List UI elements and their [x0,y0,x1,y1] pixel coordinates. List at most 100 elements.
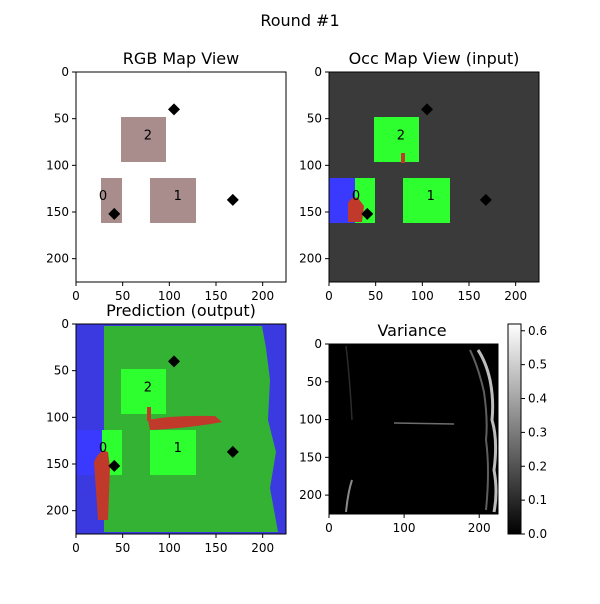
waypoint-diamond [226,193,239,206]
region-label-2: 2 [144,129,152,144]
x-tick-label: 50 [368,289,383,303]
colorbar: 0.0 0.1 0.2 0.3 0.4 0.5 0.6 [507,323,547,541]
x-tick-label: 200 [251,289,274,303]
x-tick-label: 0 [325,289,333,303]
colorbar-tick-label: 0.4 [528,392,547,406]
pred-object-bar [148,415,222,430]
panel-prediction: Prediction (output) 2 0 1 0 50 100 150 200 0 50 1… [46,301,287,555]
x-tick-label: 100 [158,541,181,555]
axes-frame [75,323,287,535]
occ-image [329,72,539,282]
x-tick-label: 200 [251,541,274,555]
y-tick-label: 150 [299,205,322,219]
variance-edge-left [345,479,353,513]
y-tick-label: 50 [307,112,322,126]
colorbar-gradient [507,323,522,535]
variance-edge-right [476,349,498,513]
panel-title: Prediction (output) [106,301,256,320]
y-tick-label: 100 [299,413,322,427]
y-tick-label: 50 [307,375,322,389]
colorbar-tick-label: 0.6 [528,324,547,338]
y-tick-label: 200 [46,504,69,518]
occ-room-1 [403,178,450,223]
variance-edge-inner [469,349,489,511]
x-tick-label: 50 [115,541,130,555]
pred-object-small [147,407,151,421]
region-label-0: 0 [352,189,360,204]
y-tick-label: 200 [46,252,69,266]
x-tick-label: 100 [411,289,434,303]
x-tick-label: 0 [72,541,80,555]
axis-ticks: 0 50 100 150 200 0 50 100 150 200 [46,65,274,303]
region-label-2: 2 [397,129,405,144]
pred-room-2 [121,369,166,414]
x-tick-label: 0 [72,289,80,303]
colorbar-tick-label: 0.5 [528,358,547,372]
y-tick-label: 200 [299,488,322,502]
y-tick-label: 200 [299,252,322,266]
y-tick-label: 50 [54,364,69,378]
overlay: 2 0 1 [99,355,239,472]
axis-ticks: 0 50 100 150 200 0 50 100 150 200 [46,317,274,555]
y-tick-label: 150 [46,205,69,219]
waypoint-diamond [108,207,121,220]
room-patch-1 [150,178,196,223]
waypoint-diamond [168,103,180,116]
x-tick-label: 200 [468,521,491,535]
waypoint-diamond [361,207,374,220]
pred-object-column [94,451,110,520]
axes-frame [75,71,287,283]
x-tick-label: 100 [158,289,181,303]
occ-object-small [401,153,405,163]
x-tick-label: 0 [325,521,333,535]
y-tick-label: 100 [46,410,69,424]
axes-frame [328,71,540,283]
variance-edge-bar [393,422,455,425]
axis-ticks: 0 50 100 150 200 0 50 100 150 200 [299,65,527,303]
figure-title: Round #1 [260,11,339,30]
colorbar-ticks: 0.0 0.1 0.2 0.3 0.4 0.5 0.6 [521,324,547,541]
y-tick-label: 150 [299,450,322,464]
x-tick-label: 200 [504,289,527,303]
x-tick-label: 50 [115,289,130,303]
waypoint-diamond [226,445,239,458]
y-tick-label: 100 [46,158,69,172]
y-tick-label: 0 [314,65,322,79]
variance-image [329,344,498,514]
y-tick-label: 0 [61,65,69,79]
y-tick-label: 100 [299,158,322,172]
waypoint-diamond [108,459,121,472]
y-tick-label: 150 [46,457,69,471]
pred-room-1 [150,430,196,475]
panel-title: Occ Map View (input) [349,49,520,68]
panel-rgb-map-view: RGB Map View 2 0 1 0 50 100 150 200 0 50 100 150 20… [46,49,287,303]
region-label-1: 1 [427,189,435,204]
waypoint-diamond [421,103,433,116]
y-tick-label: 0 [61,317,69,331]
x-tick-label: 150 [205,289,228,303]
panel-title: RGB Map View [123,49,239,68]
y-tick-label: 0 [314,337,322,351]
axis-ticks: 0 100 200 0 50 100 150 200 [299,337,491,535]
region-label-2: 2 [144,381,152,396]
rgb-image [76,72,286,282]
x-tick-label: 100 [393,521,416,535]
region-label-1: 1 [174,189,182,204]
y-tick-label: 50 [54,112,69,126]
x-tick-label: 150 [205,541,228,555]
waypoint-diamond [168,355,180,368]
predicted-free-space [104,326,278,532]
colorbar-tick-label: 0.3 [528,425,547,439]
waypoint-diamond [479,193,492,206]
region-label-0: 0 [99,189,107,204]
region-label-1: 1 [174,441,182,456]
colorbar-tick-label: 0.0 [528,527,547,541]
occ-object [348,197,364,222]
colorbar-tick-label: 0.1 [528,493,547,507]
prediction-image [76,324,286,534]
axes-frame [328,343,499,515]
region-label-0: 0 [99,441,107,456]
